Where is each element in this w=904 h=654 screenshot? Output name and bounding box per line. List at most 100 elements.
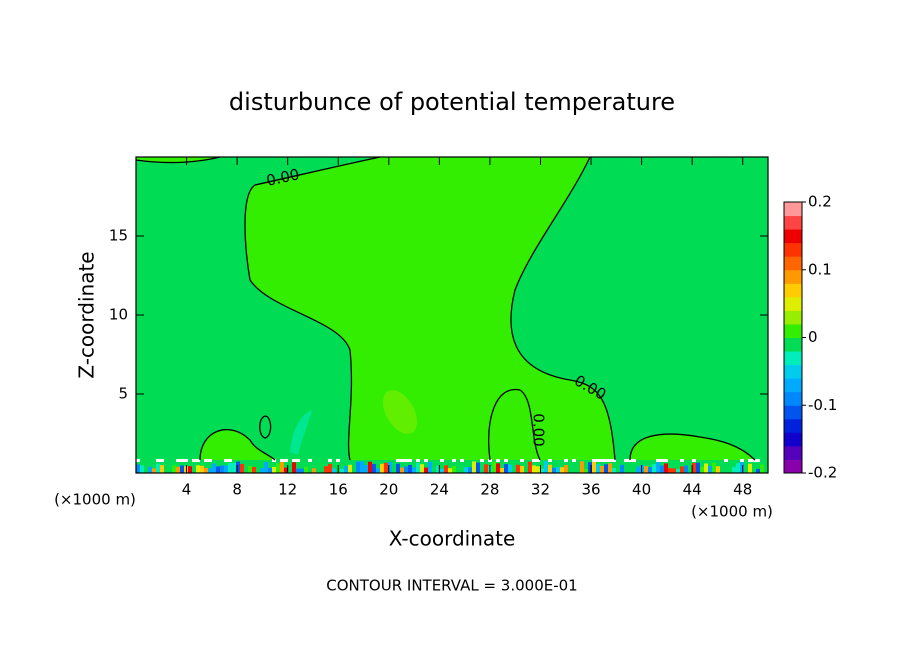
field-cell <box>740 459 744 462</box>
colorbar-tick-label: -0.2 <box>808 464 837 482</box>
field-cell <box>612 459 616 462</box>
field-cell <box>136 464 140 473</box>
field-cell <box>568 465 572 473</box>
x-tick-label: 36 <box>581 481 600 499</box>
field-cell <box>604 459 608 462</box>
field-cell <box>400 467 404 473</box>
field-region <box>200 389 755 460</box>
field-cell <box>680 466 684 473</box>
field-cell <box>460 459 464 462</box>
field-cell <box>748 459 752 462</box>
field-cell <box>660 459 664 462</box>
field-cell <box>396 463 400 473</box>
field-cell <box>532 465 536 473</box>
field-cell <box>272 459 276 462</box>
field-cell <box>708 465 712 473</box>
field-cell <box>604 464 608 473</box>
field-cell <box>488 459 492 462</box>
field-cell <box>468 467 472 473</box>
field-region <box>290 410 312 455</box>
field-cell <box>272 466 276 473</box>
field-cell <box>548 464 552 473</box>
field-cell <box>344 465 348 473</box>
field-cell <box>284 459 288 462</box>
field-cell <box>224 459 228 462</box>
field-cell <box>332 468 336 473</box>
x-tick-label: 16 <box>329 481 348 499</box>
field-cell <box>372 463 376 473</box>
field-cell <box>440 468 444 473</box>
colorbar-band <box>784 391 802 406</box>
contour-line <box>488 388 541 461</box>
field-cell <box>576 466 580 473</box>
contour-line <box>510 156 616 461</box>
field-cell <box>228 459 232 462</box>
field-cell <box>172 465 176 473</box>
field-cell <box>240 463 244 473</box>
field-cell <box>340 468 344 473</box>
field-cell <box>688 462 692 473</box>
field-cell <box>520 459 524 462</box>
field-cell <box>564 465 568 473</box>
field-cell <box>748 463 752 473</box>
field-cell <box>456 463 460 473</box>
colorbar-tick-label: -0.1 <box>808 396 837 414</box>
y-tick-label: 5 <box>118 385 128 403</box>
colorbar-band <box>784 310 802 325</box>
field-cell <box>720 465 724 473</box>
y-tick-label: 10 <box>109 306 128 324</box>
field-cell <box>280 459 284 462</box>
field-cell <box>536 459 540 462</box>
field-region <box>245 157 615 460</box>
field-cell <box>736 463 740 473</box>
contour-label: 0.00 <box>530 413 548 446</box>
field-cell <box>672 468 676 473</box>
field-cell <box>184 466 188 473</box>
field-cell <box>156 459 160 462</box>
field-cell <box>620 464 624 473</box>
field-cell <box>628 459 632 462</box>
field-cell <box>656 459 660 462</box>
field-cell <box>316 465 320 473</box>
field-cell <box>516 464 520 473</box>
field-cell <box>484 464 488 473</box>
field-cell <box>348 464 352 473</box>
field-cell <box>180 459 184 462</box>
y-unit: (×1000 m) <box>54 491 136 509</box>
field-cell <box>728 461 732 473</box>
chart-title: disturbunce of potential temperature <box>229 88 675 116</box>
field-cell <box>176 459 180 462</box>
field-cell <box>644 466 648 473</box>
x-tick-label: 44 <box>683 481 702 499</box>
field-cell <box>496 459 500 462</box>
field-cell <box>384 462 388 473</box>
field-cell <box>528 461 532 473</box>
field-cell <box>632 466 636 473</box>
field-cell <box>192 459 196 462</box>
colorbar-band <box>784 351 802 366</box>
colorbar-band <box>784 364 802 379</box>
colorbar-band <box>784 378 802 393</box>
field-cell <box>276 463 280 473</box>
field-cell <box>520 465 524 473</box>
field-cell <box>480 467 484 473</box>
x-tick-label: 24 <box>430 481 449 499</box>
field-cell <box>460 464 464 473</box>
field-cell <box>208 459 212 462</box>
field-cell <box>184 459 188 462</box>
field-cell <box>352 461 356 473</box>
contour-line <box>135 156 221 164</box>
field-cell <box>176 466 180 473</box>
field-cell <box>512 465 516 473</box>
field-cell <box>208 468 212 473</box>
field-cell <box>652 464 656 473</box>
field-cell <box>636 466 640 473</box>
field-cell <box>532 459 536 462</box>
colorbar-band <box>784 337 802 352</box>
field-cell <box>136 459 140 462</box>
field-cell <box>412 467 416 473</box>
colorbar-band <box>784 296 802 311</box>
field-cell <box>252 466 256 473</box>
field-cell <box>404 459 408 462</box>
field-cell <box>744 468 748 473</box>
